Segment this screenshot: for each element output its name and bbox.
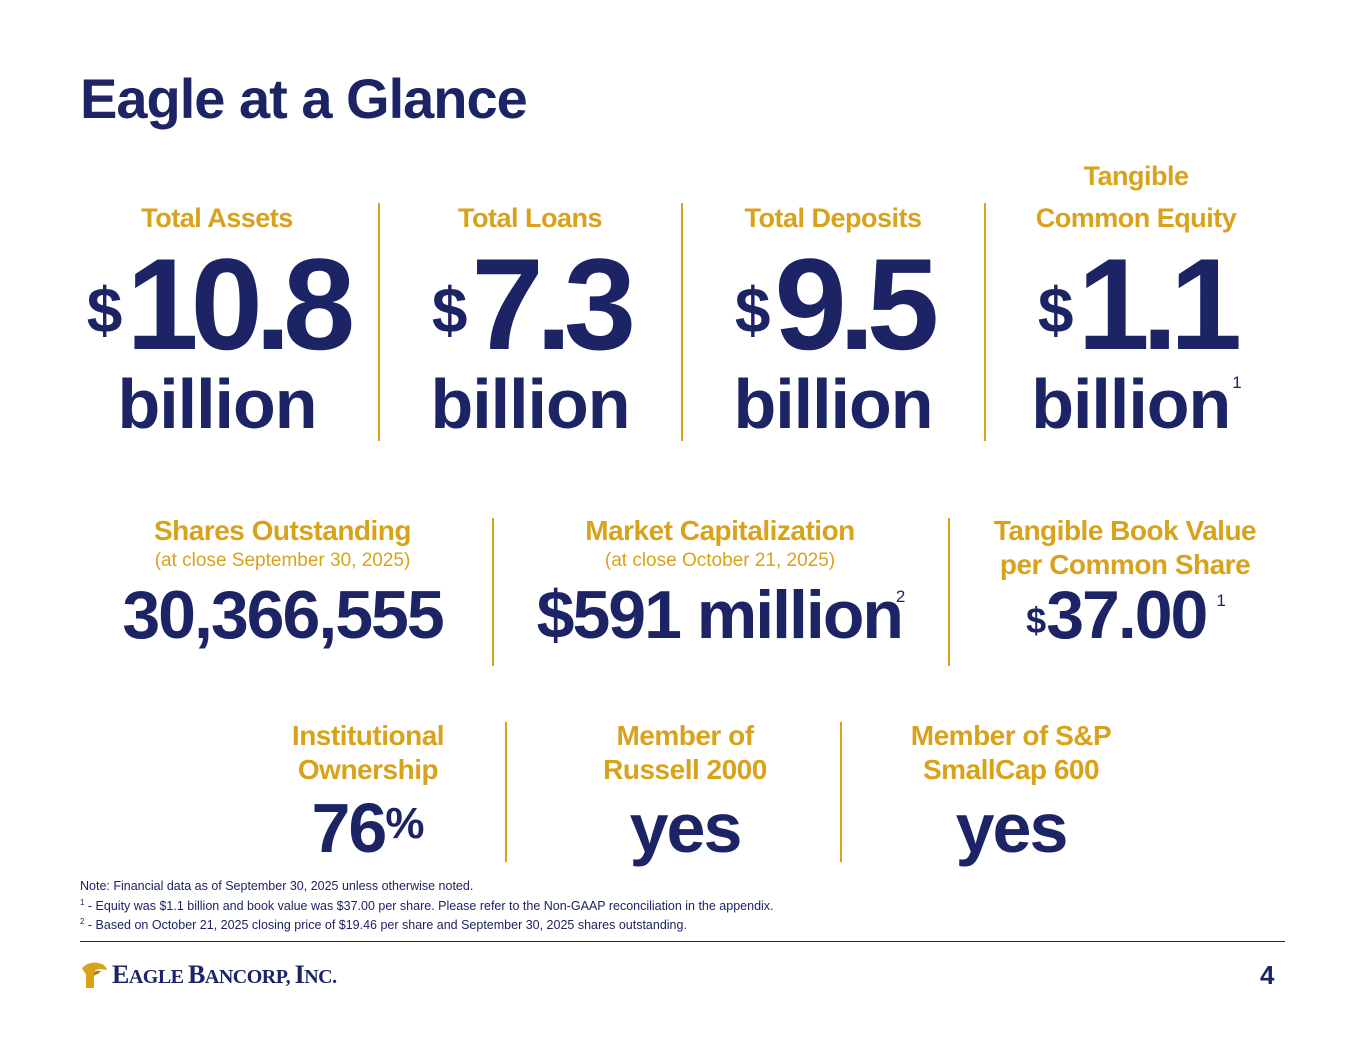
stat-unit: billion 1	[986, 369, 1286, 458]
footnote-mark: 2	[80, 917, 85, 926]
stat-tangible-book-value: Tangible Book Value per Common Share $37…	[955, 514, 1295, 668]
stat-unit: billion	[733, 365, 933, 443]
footnote-2: 2 - Based on October 21, 2025 closing pr…	[80, 917, 687, 932]
stat-value: yes	[629, 789, 743, 867]
stat-sublabel: (at close September 30, 2025)	[154, 550, 411, 571]
stat-number: 9.5	[774, 231, 939, 377]
footnote-mark: 1	[80, 898, 85, 907]
stat-value: 30,366,555	[122, 577, 444, 653]
stat-label: Tangible Book Value	[993, 515, 1257, 546]
footnote-text: - Equity was $1.1 billion and book value…	[84, 899, 774, 914]
stat-value: 76%	[253, 793, 483, 863]
stat-label: Shares Outstanding	[153, 515, 412, 546]
stat-value: $591 million2	[500, 580, 940, 668]
column-divider	[492, 518, 494, 666]
page-number: 4	[1260, 960, 1275, 990]
logo-letter: I	[294, 960, 305, 989]
stat-label-line1: Tangible	[1083, 161, 1189, 191]
stat-label: Market Capitalization	[585, 515, 855, 546]
logo-letters: AGLE	[128, 966, 189, 988]
logo-letter: E	[112, 960, 129, 989]
stat-number: 37.00	[1046, 577, 1208, 653]
stat-label: Member of S&P	[910, 720, 1112, 751]
logo-letter: B	[188, 960, 205, 989]
stat-total-assets: Total Assets $10.8 billion	[67, 155, 367, 439]
stat-market-capitalization: Market Capitalization (at close October …	[500, 514, 940, 668]
stat-value: $7.3	[380, 239, 680, 369]
footnote-marker: 1	[1216, 591, 1226, 610]
stat-total-loans: Total Loans $7.3 billion	[380, 155, 680, 439]
stat-label-line1	[67, 155, 367, 197]
stat-label-line2: Ownership	[297, 754, 439, 785]
stat-value: $9.5	[683, 239, 983, 369]
stat-label: Member of	[616, 720, 754, 751]
column-divider	[984, 203, 986, 441]
percent-symbol: %	[385, 799, 425, 848]
footer-divider	[80, 941, 1285, 942]
column-divider	[840, 722, 842, 862]
stat-unit-text: billion	[1031, 365, 1231, 443]
column-divider	[681, 203, 683, 441]
logo-wordmark: EAGLE BANCORP, INC.	[112, 960, 337, 990]
stat-label-line1	[380, 155, 680, 197]
stat-number: 1.1	[1077, 231, 1242, 377]
currency-symbol: $	[1037, 274, 1074, 346]
currency-symbol: $	[431, 274, 468, 346]
stat-number: 76	[311, 789, 388, 867]
stat-value: yes	[955, 789, 1069, 867]
footnote-marker: 2	[895, 587, 906, 606]
page-title: Eagle at a Glance	[80, 67, 528, 130]
stat-label-line2: SmallCap 600	[922, 754, 1100, 785]
footnote-text: - Based on October 21, 2025 closing pric…	[84, 918, 687, 933]
currency-symbol: $	[734, 274, 771, 346]
stat-value: $1.1	[986, 239, 1286, 369]
stat-sp-smallcap-600: Member of S&P SmallCap 600 yes	[880, 719, 1142, 863]
stat-label: Total Deposits	[744, 203, 922, 233]
stat-label: Total Assets	[141, 203, 293, 233]
stat-label: Common Equity	[1035, 203, 1237, 233]
stat-unit: billion	[117, 365, 317, 443]
column-divider	[378, 203, 380, 441]
company-logo: EAGLE BANCORP, INC.	[80, 958, 337, 992]
stat-label-line2: Russell 2000	[603, 754, 767, 785]
stat-sublabel: (at close October 21, 2025)	[604, 550, 836, 571]
stat-value: $10.8	[67, 239, 367, 369]
stat-label-line1	[683, 155, 983, 197]
stat-tangible-common-equity: Tangible Common Equity $1.1 billion 1	[986, 155, 1286, 458]
stat-value: $37.00 1	[955, 580, 1295, 668]
stat-shares-outstanding: Shares Outstanding (at close September 3…	[80, 514, 485, 650]
stat-label-line2: per Common Share	[999, 549, 1251, 580]
logo-letters: NC.	[304, 966, 337, 988]
currency-symbol: $	[86, 274, 123, 346]
note-main: Note: Financial data as of September 30,…	[80, 879, 474, 893]
logo-letters: ANCORP,	[204, 966, 295, 988]
stat-number: 10.8	[126, 231, 355, 377]
stat-russell-2000: Member of Russell 2000 yes	[560, 719, 810, 863]
footnote-marker: 1	[1232, 373, 1242, 392]
column-divider	[505, 722, 507, 862]
eagle-icon	[82, 962, 107, 988]
stat-unit: billion	[430, 365, 630, 443]
column-divider	[948, 518, 950, 666]
stat-number: 7.3	[471, 231, 636, 377]
stat-total-deposits: Total Deposits $9.5 billion	[683, 155, 983, 439]
stat-label: Institutional	[291, 720, 445, 751]
stat-number: $591 million	[536, 577, 904, 653]
stat-label: Total Loans	[457, 203, 603, 233]
footnote-1: 1 - Equity was $1.1 billion and book val…	[80, 898, 774, 913]
currency-symbol: $	[1026, 600, 1047, 641]
stat-institutional-ownership: Institutional Ownership 76%	[253, 719, 483, 863]
